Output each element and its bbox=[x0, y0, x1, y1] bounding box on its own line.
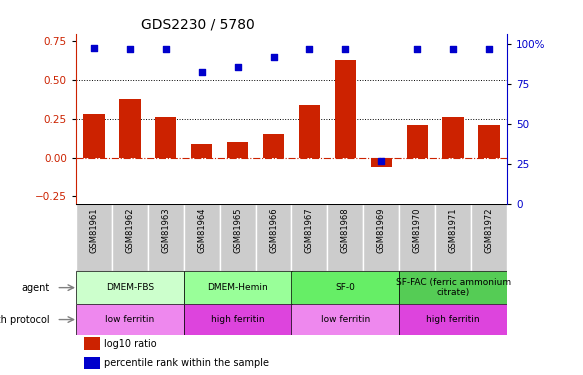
Bar bbox=[436, 204, 471, 271]
Bar bbox=[399, 271, 507, 304]
Text: GSM81969: GSM81969 bbox=[377, 207, 386, 253]
Text: GDS2230 / 5780: GDS2230 / 5780 bbox=[141, 17, 254, 31]
Text: percentile rank within the sample: percentile rank within the sample bbox=[104, 358, 269, 368]
Text: GSM81963: GSM81963 bbox=[161, 207, 170, 253]
Bar bbox=[155, 117, 177, 158]
Bar bbox=[184, 271, 292, 304]
Bar bbox=[335, 60, 356, 158]
Point bbox=[340, 46, 350, 52]
Bar bbox=[119, 99, 141, 158]
Point bbox=[125, 46, 134, 52]
Bar bbox=[85, 338, 100, 350]
Bar bbox=[328, 204, 363, 271]
Bar bbox=[292, 204, 328, 271]
Text: GSM81971: GSM81971 bbox=[449, 207, 458, 253]
Bar bbox=[76, 304, 184, 335]
Text: GSM81970: GSM81970 bbox=[413, 207, 422, 253]
Bar bbox=[471, 204, 507, 271]
Text: SF-0: SF-0 bbox=[335, 283, 356, 292]
Bar bbox=[399, 204, 436, 271]
Bar bbox=[184, 304, 292, 335]
Bar bbox=[263, 134, 285, 158]
Bar bbox=[371, 158, 392, 167]
Text: SF-FAC (ferric ammonium
citrate): SF-FAC (ferric ammonium citrate) bbox=[396, 278, 511, 297]
Point bbox=[89, 45, 99, 51]
Point bbox=[269, 54, 278, 60]
Bar bbox=[191, 144, 212, 158]
Bar bbox=[184, 204, 220, 271]
Text: GSM81967: GSM81967 bbox=[305, 207, 314, 253]
Point bbox=[413, 46, 422, 52]
Bar bbox=[292, 271, 399, 304]
Text: low ferritin: low ferritin bbox=[321, 315, 370, 324]
Text: agent: agent bbox=[22, 283, 50, 292]
Point bbox=[448, 46, 458, 52]
Text: GSM81961: GSM81961 bbox=[89, 207, 99, 253]
Bar bbox=[112, 204, 147, 271]
Text: DMEM-Hemin: DMEM-Hemin bbox=[207, 283, 268, 292]
Text: GSM81962: GSM81962 bbox=[125, 207, 134, 253]
Text: GSM81968: GSM81968 bbox=[341, 207, 350, 253]
Bar bbox=[255, 204, 292, 271]
Bar bbox=[147, 204, 184, 271]
Bar bbox=[76, 204, 112, 271]
Bar bbox=[442, 117, 464, 158]
Bar bbox=[76, 271, 184, 304]
Text: growth protocol: growth protocol bbox=[0, 315, 50, 324]
Bar bbox=[292, 304, 399, 335]
Point bbox=[161, 46, 170, 52]
Bar bbox=[227, 142, 248, 158]
Text: high ferritin: high ferritin bbox=[427, 315, 480, 324]
Text: low ferritin: low ferritin bbox=[105, 315, 154, 324]
Text: GSM81972: GSM81972 bbox=[484, 207, 494, 253]
Bar bbox=[479, 125, 500, 158]
Bar bbox=[298, 105, 320, 158]
Point bbox=[197, 69, 206, 75]
Text: log10 ratio: log10 ratio bbox=[104, 339, 156, 349]
Bar bbox=[406, 125, 428, 158]
Point bbox=[377, 158, 386, 164]
Bar bbox=[363, 204, 399, 271]
Bar bbox=[220, 204, 255, 271]
Text: GSM81966: GSM81966 bbox=[269, 207, 278, 253]
Text: high ferritin: high ferritin bbox=[211, 315, 264, 324]
Point bbox=[484, 46, 494, 52]
Text: DMEM-FBS: DMEM-FBS bbox=[106, 283, 154, 292]
Point bbox=[233, 64, 243, 70]
Text: GSM81964: GSM81964 bbox=[197, 207, 206, 253]
Point bbox=[305, 46, 314, 52]
Bar bbox=[399, 304, 507, 335]
Bar bbox=[83, 114, 104, 158]
Text: GSM81965: GSM81965 bbox=[233, 207, 242, 253]
Bar bbox=[85, 357, 100, 369]
